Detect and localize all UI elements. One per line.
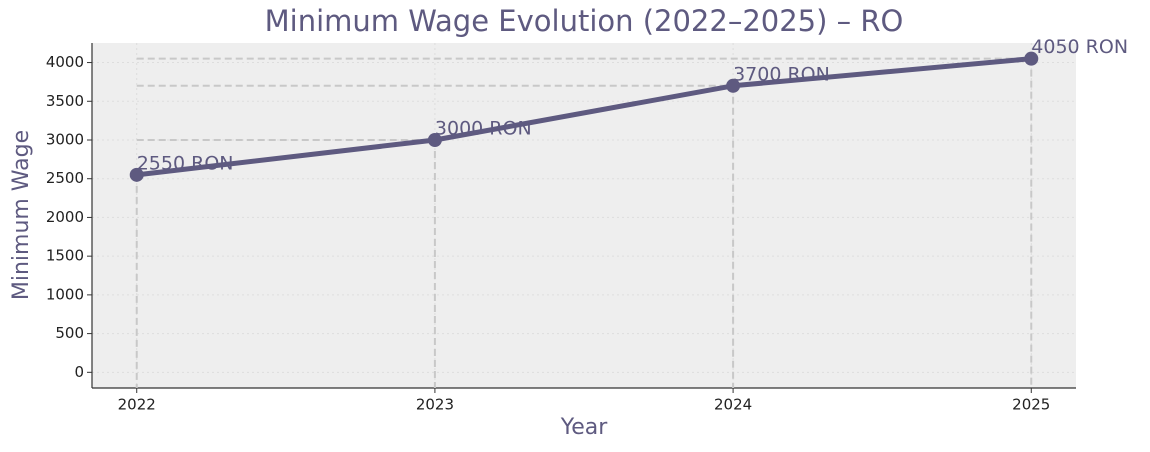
data-point — [129, 167, 144, 182]
y-tick-label: 1500 — [46, 247, 84, 265]
plot-area — [92, 43, 1076, 388]
y-axis-label: Minimum Wage — [9, 130, 34, 300]
y-tick-label: 3000 — [46, 130, 84, 148]
data-label: 3000 RON — [435, 117, 532, 139]
y-tick-label: 4000 — [46, 53, 84, 71]
data-point — [1024, 51, 1039, 66]
x-tick-label: 2024 — [714, 396, 752, 414]
y-tick-label: 500 — [55, 324, 84, 342]
data-line — [136, 56, 1032, 178]
data-point — [427, 132, 442, 147]
data-point — [726, 78, 741, 93]
x-axis-label: Year — [560, 415, 609, 440]
y-tick-label: 0 — [74, 363, 84, 381]
chart-title: Minimum Wage Evolution (2022–2025) – RO — [265, 4, 904, 38]
y-tick-label: 3500 — [46, 92, 84, 110]
y-tick-label: 1000 — [46, 285, 84, 303]
x-tick-label: 2022 — [118, 396, 156, 414]
data-label: 3700 RON — [733, 63, 830, 85]
x-tick-label: 2025 — [1012, 396, 1050, 414]
data-label: 2550 RON — [137, 152, 234, 174]
x-tick-label: 2023 — [416, 396, 454, 414]
data-label: 4050 RON — [1031, 36, 1128, 58]
y-tick-label: 2500 — [46, 169, 84, 187]
y-tick-label: 2000 — [46, 208, 84, 226]
